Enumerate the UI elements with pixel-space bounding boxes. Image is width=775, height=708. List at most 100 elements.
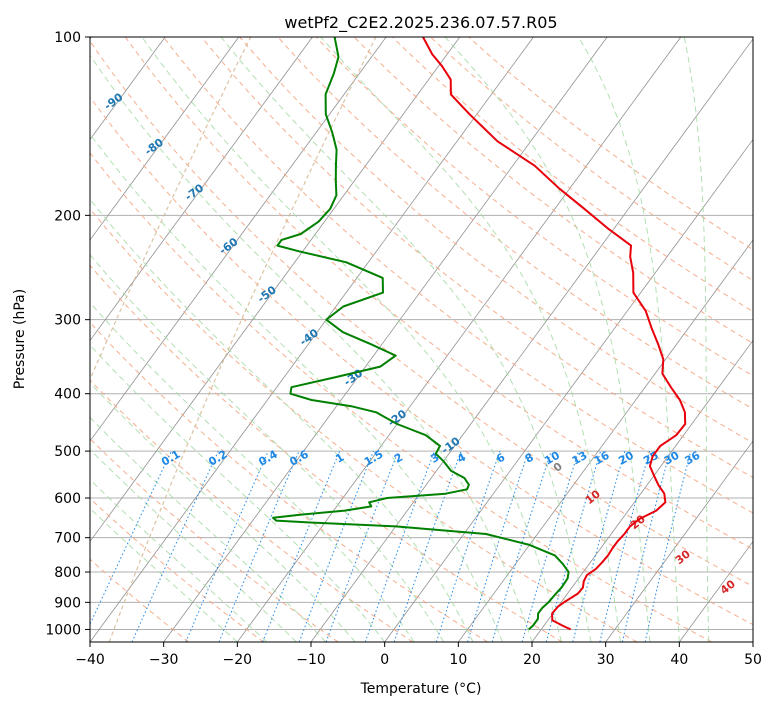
x-tick-label: −30 bbox=[149, 652, 179, 668]
moist-adiabat-line bbox=[90, 254, 445, 642]
x-tick-label: 30 bbox=[597, 652, 615, 668]
mixing-ratio-line bbox=[644, 450, 692, 642]
isotherm-line bbox=[90, 37, 387, 442]
x-tick-label: 10 bbox=[449, 652, 467, 668]
dry-adiabat-line bbox=[90, 96, 753, 626]
y-axis-label: Pressure (hPa) bbox=[12, 289, 28, 389]
x-axis-label: Temperature (°C) bbox=[360, 681, 482, 697]
moist-adiabat-line bbox=[90, 54, 533, 642]
isotherm-line bbox=[90, 37, 461, 543]
mixing-ratio-line bbox=[90, 450, 172, 626]
y-tick-label: 900 bbox=[54, 595, 81, 611]
plot-area: 0.1 0.2 0.4 0.6 1 1.5 2 3 4 6 8 10 13 16 20 25 30 36-100-… bbox=[90, 37, 753, 642]
mixing-ratio-line bbox=[599, 450, 651, 642]
mixing-ratio-line bbox=[393, 450, 462, 642]
dewpoint-profile-line bbox=[272, 37, 570, 631]
mixing-ratio-line bbox=[325, 450, 399, 642]
moist-adiabat-line bbox=[683, 37, 710, 642]
isotherm-label: -30 bbox=[341, 366, 365, 388]
moist-adiabat-line bbox=[444, 37, 651, 642]
isotherm-line bbox=[90, 37, 313, 342]
mixing-ratio-line bbox=[185, 450, 269, 642]
reference-curve-line bbox=[108, 37, 377, 642]
moist-adiabat-line bbox=[90, 133, 503, 642]
x-tick-label: 0 bbox=[380, 652, 389, 668]
axes: −40 −30 −20 −10 0 10 20 30 40 5010020030040050060… bbox=[45, 30, 762, 668]
dry-adiabat-line bbox=[90, 208, 638, 642]
mixing-ratio-line bbox=[572, 450, 626, 642]
y-tick-label: 700 bbox=[54, 531, 81, 547]
moist-adiabat-line bbox=[90, 448, 297, 642]
isotherm-line bbox=[384, 138, 753, 642]
dry-adiabat-line bbox=[239, 37, 753, 444]
dry-adiabat-line bbox=[90, 558, 190, 642]
moist-adiabat-line bbox=[90, 198, 474, 642]
moist-adiabat-line bbox=[90, 478, 268, 642]
mixing-ratio-line bbox=[218, 450, 300, 642]
mixing-ratio-line bbox=[298, 450, 374, 642]
mixing-ratio-line bbox=[435, 450, 501, 642]
moist-adiabat-line bbox=[90, 507, 238, 642]
dry-adiabat-line bbox=[392, 37, 753, 313]
dry-adiabat-label: 40 bbox=[718, 577, 738, 597]
dry-adiabat-label: 30 bbox=[673, 547, 693, 567]
mixing-ratio-label: 8 bbox=[523, 451, 536, 466]
plot-frame bbox=[89, 36, 754, 643]
isotherm-label: -70 bbox=[183, 181, 207, 203]
moist-adiabat-line bbox=[90, 382, 356, 642]
isotherm-line bbox=[90, 37, 166, 141]
x-tick-label: −40 bbox=[75, 652, 105, 668]
isotherm-line bbox=[531, 339, 753, 642]
mixing-ratio-line bbox=[364, 450, 435, 642]
x-tick-label: 20 bbox=[523, 652, 541, 668]
moist-adiabat-line bbox=[90, 301, 415, 642]
mixing-ratio-line bbox=[467, 450, 529, 642]
dry-adiabat-line bbox=[277, 37, 753, 410]
isotherm-line bbox=[90, 37, 240, 241]
mixing-ratio-line bbox=[491, 450, 552, 642]
moist-adiabat-line bbox=[220, 37, 592, 642]
dry-adiabat-line bbox=[315, 37, 753, 377]
moist-adiabat-line bbox=[320, 37, 621, 642]
isotherm-label: -40 bbox=[297, 326, 321, 348]
dry-adiabat-line bbox=[90, 321, 488, 642]
dry-adiabat-line bbox=[201, 37, 753, 479]
dry-adiabat-line bbox=[124, 37, 753, 550]
dry-adiabat-line bbox=[90, 152, 712, 642]
mixing-ratio-line bbox=[621, 450, 671, 642]
dry-adiabat-line bbox=[90, 497, 264, 642]
mixing-ratio-line bbox=[545, 450, 602, 642]
y-tick-label: 200 bbox=[54, 208, 81, 224]
isotherm-line bbox=[752, 641, 753, 642]
x-tick-label: −10 bbox=[296, 652, 326, 668]
dry-adiabat-label: 10 bbox=[583, 487, 603, 507]
y-tick-label: 500 bbox=[54, 444, 81, 460]
mixing-ratio-label: 2 bbox=[392, 451, 405, 466]
mixing-ratio-line bbox=[521, 450, 579, 642]
mixing-ratio-line bbox=[262, 450, 341, 642]
temperature-profile-line bbox=[422, 37, 687, 631]
dry-adiabat-line bbox=[90, 264, 563, 642]
isotherm-line bbox=[237, 37, 682, 642]
isotherm-label: -80 bbox=[142, 136, 166, 158]
mixing-ratio-label: 1 bbox=[333, 451, 346, 466]
isotherm-label: -60 bbox=[217, 235, 241, 257]
moist-adiabat-line bbox=[90, 416, 327, 642]
x-tick-label: −20 bbox=[223, 652, 253, 668]
isotherm-label: -50 bbox=[255, 283, 279, 305]
x-tick-label: 40 bbox=[670, 652, 688, 668]
dry-adiabat-line bbox=[90, 40, 753, 588]
dry-adiabat-label: 0 bbox=[551, 460, 565, 475]
isotherm-line bbox=[163, 37, 608, 642]
dry-adiabat-line bbox=[468, 37, 753, 251]
dry-adiabat-line bbox=[353, 37, 753, 344]
moist-adiabat-line bbox=[578, 37, 680, 642]
isotherm-label: -20 bbox=[385, 407, 409, 429]
y-tick-label: 400 bbox=[54, 387, 81, 403]
moist-adiabat-line bbox=[90, 344, 386, 642]
dry-adiabat-line bbox=[90, 379, 414, 642]
y-tick-label: 800 bbox=[54, 565, 81, 581]
y-tick-label: 600 bbox=[54, 491, 81, 507]
isotherm-line bbox=[90, 37, 534, 642]
